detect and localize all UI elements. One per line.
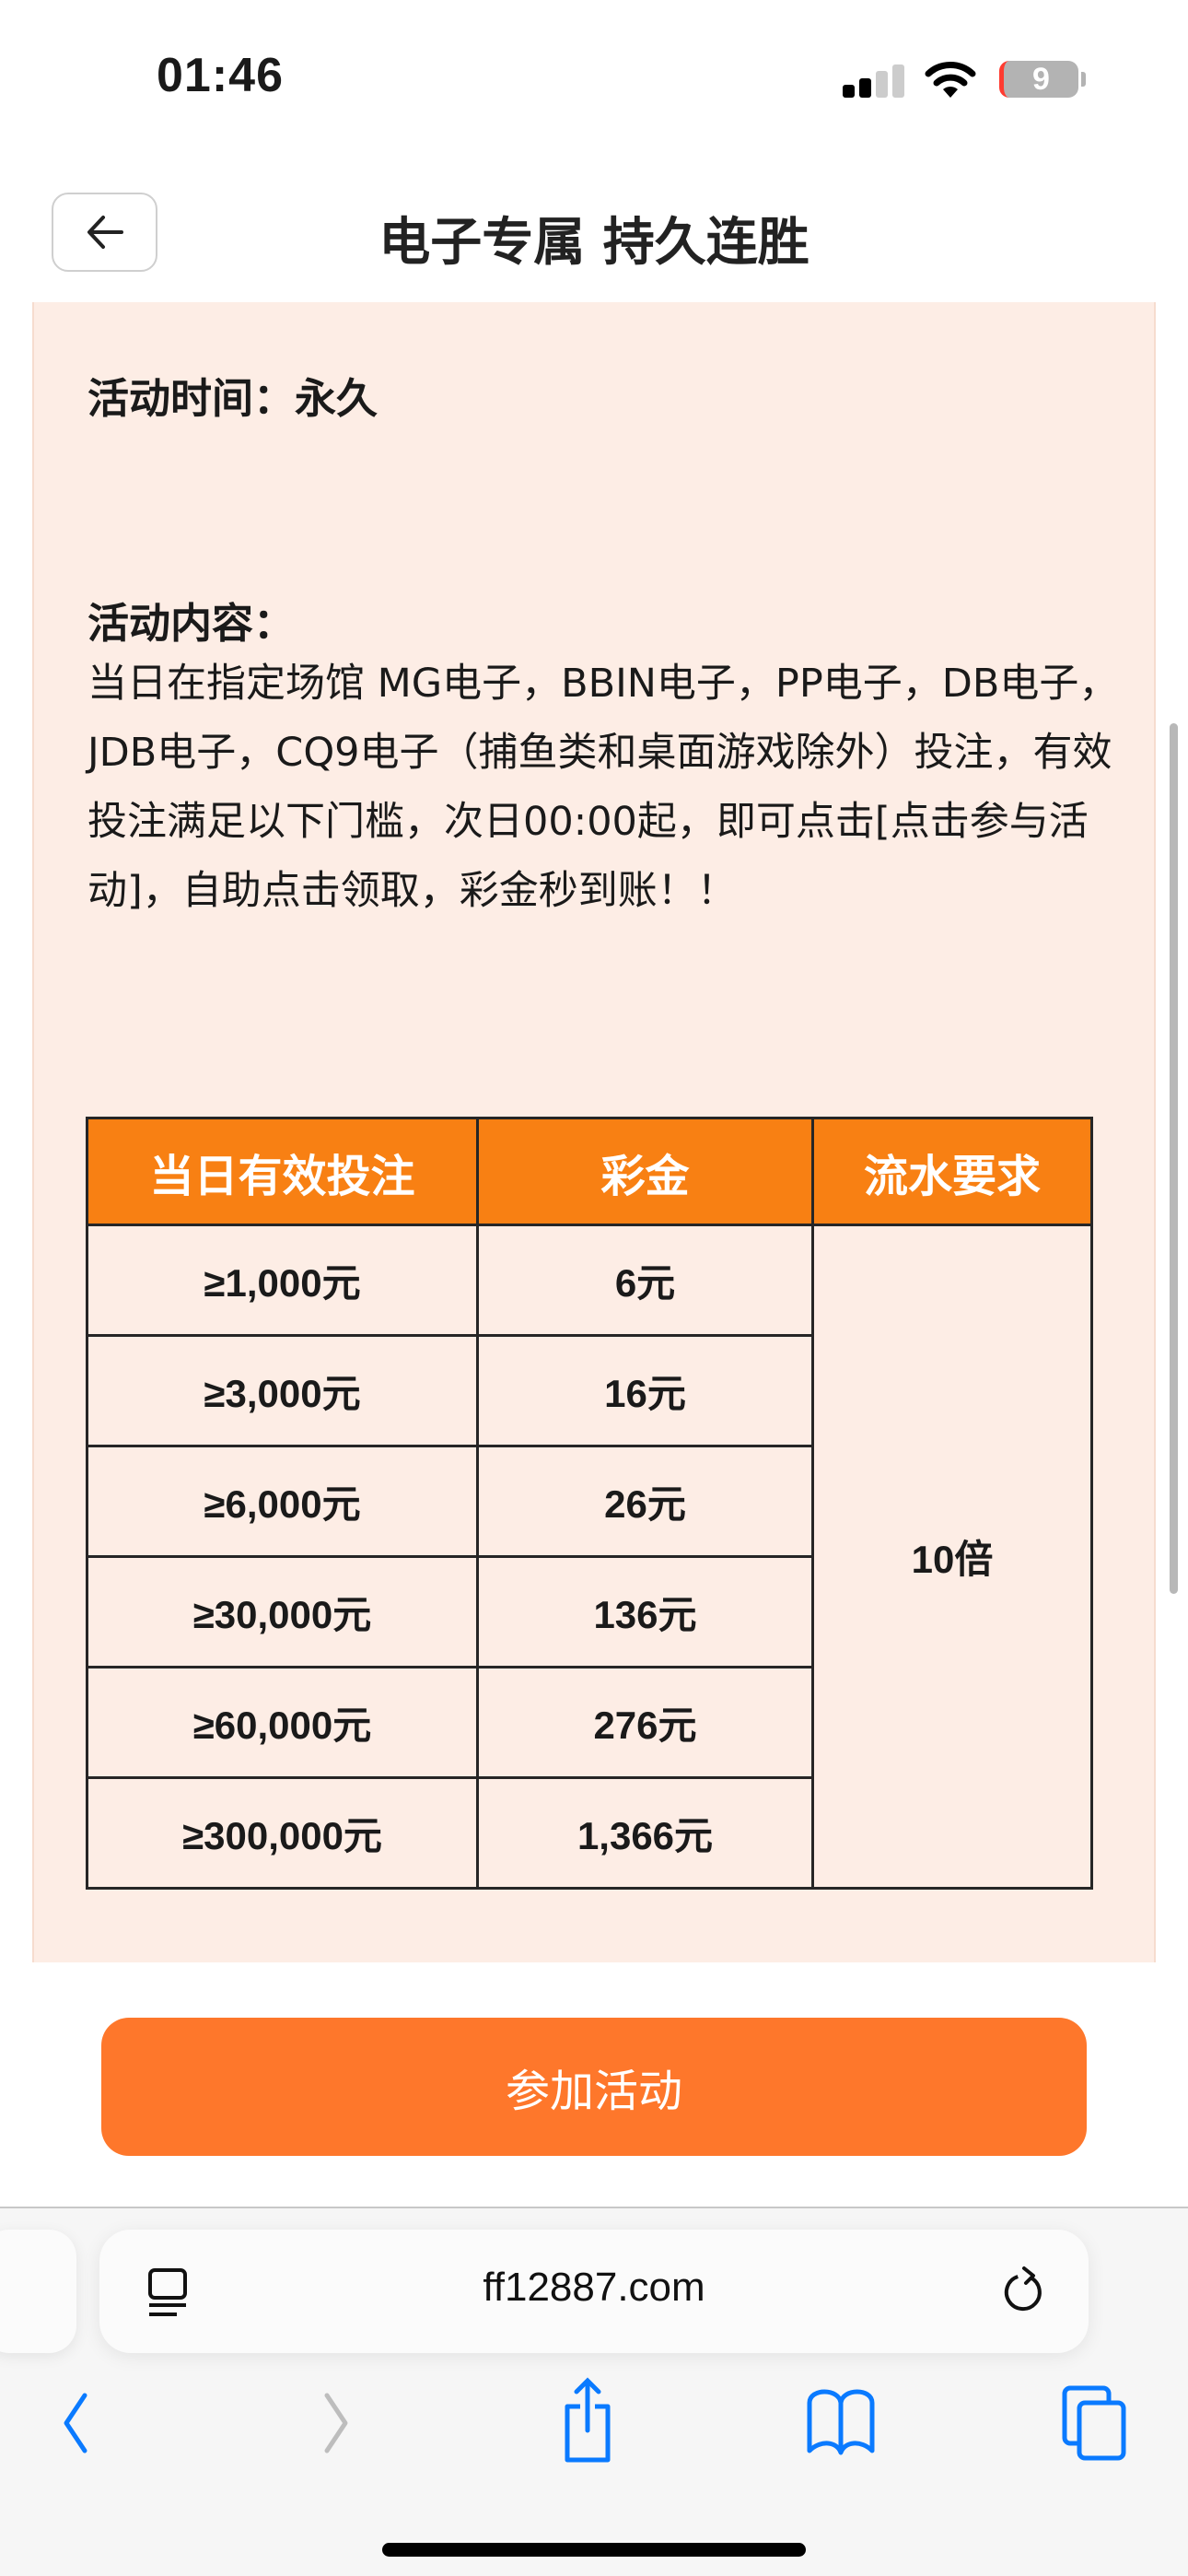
table-row: ≥60,000元 276元 bbox=[85, 1666, 1092, 1779]
cell-bonus: 136元 bbox=[476, 1555, 814, 1669]
cell-bonus: 26元 bbox=[476, 1445, 814, 1558]
table-row: ≥30,000元 136元 bbox=[85, 1555, 1092, 1669]
header-bet: 当日有效投注 bbox=[85, 1117, 480, 1226]
cell-turnover: 10倍 bbox=[810, 1224, 1094, 1890]
forward-icon[interactable] bbox=[318, 2386, 355, 2460]
cell-bonus: 16元 bbox=[476, 1334, 814, 1447]
table-row: ≥300,000元 1,366元 bbox=[85, 1776, 1092, 1890]
address-bar[interactable]: ff12887.com bbox=[99, 2230, 1089, 2353]
back-icon[interactable] bbox=[57, 2386, 94, 2460]
table-header-row: 当日有效投注 彩金 流水要求 bbox=[85, 1117, 1094, 1226]
cell-bet: ≥1,000元 bbox=[85, 1224, 480, 1337]
table-row: ≥6,000元 26元 bbox=[85, 1445, 1092, 1558]
previous-tab-preview[interactable] bbox=[0, 2230, 76, 2353]
url-text[interactable]: ff12887.com bbox=[483, 2265, 705, 2310]
table-row: ≥1,000元 6元 10倍 bbox=[85, 1224, 1094, 1890]
header-turnover: 流水要求 bbox=[810, 1117, 1094, 1226]
scrollbar[interactable] bbox=[1170, 723, 1178, 1594]
tabs-icon[interactable] bbox=[1061, 2384, 1127, 2462]
signal-icon bbox=[843, 64, 904, 98]
header-bonus: 彩金 bbox=[476, 1117, 814, 1226]
page-menu-icon[interactable] bbox=[146, 2268, 192, 2318]
reload-icon[interactable] bbox=[1002, 2263, 1048, 2318]
page-title: 电子专属 持久连胜 bbox=[379, 213, 809, 273]
arrow-left-icon bbox=[87, 216, 123, 249]
cell-bet: ≥3,000元 bbox=[85, 1334, 480, 1447]
activity-time: 活动时间：永久 bbox=[87, 374, 379, 423]
wifi-icon bbox=[925, 62, 976, 98]
battery-icon: 9 bbox=[999, 61, 1078, 98]
status-time: 01:46 bbox=[157, 49, 284, 102]
bookmarks-icon[interactable] bbox=[806, 2386, 876, 2460]
cell-bonus: 1,366元 bbox=[476, 1776, 814, 1890]
cell-bonus: 276元 bbox=[476, 1666, 814, 1779]
activity-content-body: 当日在指定场馆 MG电子，BBIN电子，PP电子，DB电子，JDB电子，CQ9电… bbox=[87, 661, 1119, 914]
cell-bonus: 6元 bbox=[476, 1224, 814, 1337]
cell-bet: ≥300,000元 bbox=[85, 1776, 480, 1890]
join-activity-button[interactable]: 参加活动 bbox=[101, 2018, 1087, 2156]
share-icon[interactable] bbox=[560, 2375, 615, 2467]
battery-tip bbox=[1081, 72, 1086, 87]
activity-content-label: 活动内容： bbox=[87, 599, 296, 648]
home-indicator bbox=[382, 2543, 806, 2557]
cell-bet: ≥30,000元 bbox=[85, 1555, 480, 1669]
table-row: ≥3,000元 16元 bbox=[85, 1334, 1092, 1447]
cell-bet: ≥6,000元 bbox=[85, 1445, 480, 1558]
bonus-table: 当日有效投注 彩金 流水要求 ≥1,000元 6元 10倍 ≥3,000元 16元… bbox=[85, 1117, 1094, 1890]
back-button[interactable] bbox=[52, 193, 157, 272]
cell-bet: ≥60,000元 bbox=[85, 1666, 480, 1779]
